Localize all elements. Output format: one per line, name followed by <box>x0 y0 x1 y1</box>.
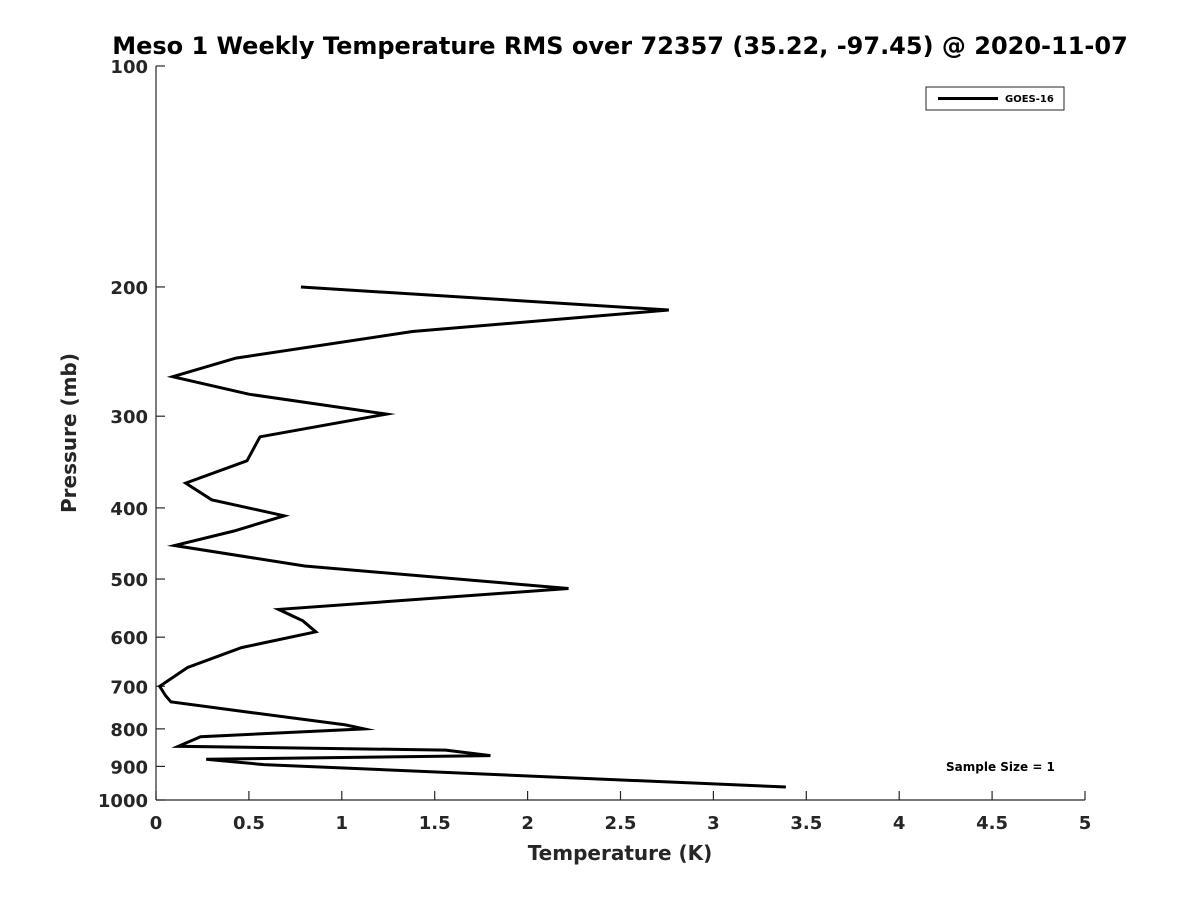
y-tick-label: 200 <box>110 278 148 299</box>
x-tick-label: 4.5 <box>976 813 1008 834</box>
y-tick-label: 900 <box>110 757 148 778</box>
y-tick-label: 1000 <box>98 791 148 812</box>
x-tick-label: 5 <box>1079 813 1092 834</box>
x-tick-label: 0 <box>150 813 163 834</box>
x-axis-label: Temperature (K) <box>528 841 713 865</box>
x-tick-label: 1.5 <box>419 813 451 834</box>
y-tick-label: 300 <box>110 407 148 428</box>
y-tick-label: 400 <box>110 499 148 520</box>
x-tick-label: 3 <box>707 813 720 834</box>
y-axis-label: Pressure (mb) <box>57 353 81 513</box>
x-tick-label: 4 <box>893 813 906 834</box>
x-tick-label: 2.5 <box>605 813 637 834</box>
y-tick-label: 800 <box>110 720 148 741</box>
series-line-goes-16 <box>157 285 786 789</box>
y-tick-label: 700 <box>110 677 148 698</box>
y-tick-label: 100 <box>110 57 148 78</box>
legend-label-goes-16: GOES-16 <box>1005 94 1054 105</box>
sample-size-annotation: Sample Size = 1 <box>946 760 1055 774</box>
x-tick-label: 0.5 <box>233 813 265 834</box>
y-axis-ticks: 100 200 300 400 500 600 700 800 900 1000 <box>98 57 165 812</box>
x-axis-ticks: 0 0.5 1 1.5 2 2.5 3 3.5 4 4.5 5 <box>150 791 1092 834</box>
legend: GOES-16 <box>925 86 1065 111</box>
y-tick-label: 500 <box>110 570 148 591</box>
chart-title: Meso 1 Weekly Temperature RMS over 72357… <box>112 32 1128 60</box>
x-tick-label: 1 <box>336 813 349 834</box>
y-tick-label: 600 <box>110 628 148 649</box>
x-tick-label: 2 <box>521 813 534 834</box>
x-tick-label: 3.5 <box>790 813 822 834</box>
series-group <box>157 285 786 789</box>
